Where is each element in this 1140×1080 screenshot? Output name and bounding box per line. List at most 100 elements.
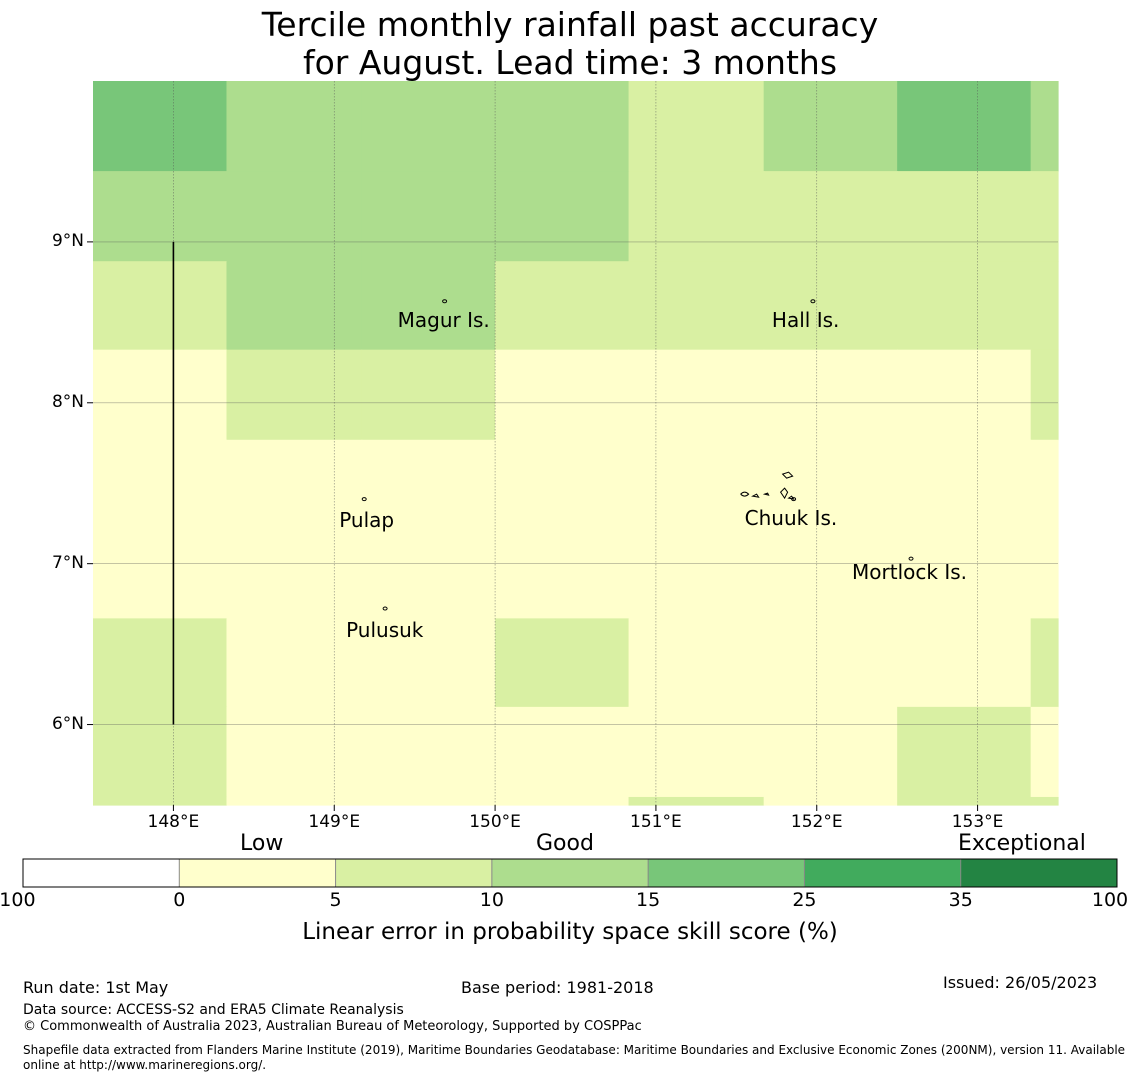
skill-cell (495, 707, 629, 798)
skill-cell (495, 350, 629, 441)
skill-cell (1031, 261, 1059, 350)
skill-cell (362, 350, 496, 441)
skill-cell (629, 261, 765, 350)
place-label: Mortlock Is. (852, 560, 967, 584)
skill-cell (897, 171, 1031, 262)
skill-cell (93, 261, 227, 350)
skill-cell (764, 171, 898, 262)
skill-cell (495, 261, 629, 350)
skill-cell (226, 797, 362, 806)
shapefile-credit: Shapefile data extracted from Flanders M… (23, 1043, 1133, 1073)
skill-cell (362, 528, 496, 619)
skill-cell (897, 81, 1031, 172)
skill-cell (1031, 81, 1059, 172)
colorbar-tick-label: 100 (1080, 889, 1140, 911)
skill-cell (495, 81, 629, 172)
base-period: Base period: 1981-2018 (461, 978, 654, 997)
category-exceptional-label: Exceptional (958, 831, 1086, 856)
skill-cell (764, 261, 898, 350)
skill-cell (1031, 171, 1059, 262)
skill-cell (226, 350, 362, 441)
skill-cell (897, 618, 1031, 707)
skill-cell (226, 528, 362, 619)
lon-tick-label: 152°E (777, 812, 857, 832)
skill-cell (93, 440, 227, 529)
skill-cell (495, 440, 629, 529)
rainfall-skill-map (0, 0, 1140, 1080)
colorbar-tick-label: 25 (774, 889, 834, 911)
lon-tick-label: 148°E (133, 812, 213, 832)
lat-tick-label: 8°N (20, 392, 84, 412)
colorbar-tick-label: 35 (931, 889, 991, 911)
colorbar-tick-label: -100 (0, 889, 44, 911)
skill-cell (764, 707, 898, 798)
skill-cell (897, 440, 1031, 529)
colorbar-segment (179, 859, 335, 887)
skill-cell (629, 618, 765, 707)
lon-tick-label: 150°E (455, 812, 535, 832)
colorbar-segment (336, 859, 492, 887)
skill-cell (897, 707, 1031, 798)
skill-cell (764, 797, 898, 806)
colorbar-label: Linear error in probability space skill … (0, 919, 1140, 945)
place-label: Hall Is. (772, 308, 839, 332)
lon-tick-label: 151°E (616, 812, 696, 832)
skill-cell (93, 618, 227, 707)
lon-tick-label: 149°E (294, 812, 374, 832)
category-good-label: Good (536, 831, 594, 856)
skill-cell (362, 171, 496, 262)
skill-cell (93, 707, 227, 798)
skill-cell (226, 618, 362, 707)
category-low-label: Low (240, 831, 283, 856)
place-label: Pulusuk (346, 618, 423, 642)
skill-cell (764, 350, 898, 441)
skill-cell (93, 171, 227, 262)
colorbar-tick-label: 10 (462, 889, 522, 911)
skill-cell (629, 528, 765, 619)
colorbar-tick-label: 0 (149, 889, 209, 911)
run-date: Run date: 1st May (23, 978, 168, 997)
colorbar-segment (23, 859, 179, 887)
colorbar-segment (648, 859, 804, 887)
skill-cell (629, 707, 765, 798)
colorbar-tick-label: 15 (618, 889, 678, 911)
skill-cell (1031, 440, 1059, 529)
skill-cell (629, 350, 765, 441)
colorbar-segment (492, 859, 648, 887)
skill-cell (226, 81, 362, 172)
skill-cell (1031, 350, 1059, 441)
skill-cell (93, 81, 227, 172)
lon-tick-label: 153°E (938, 812, 1018, 832)
skill-cell (226, 171, 362, 262)
lat-tick-label: 7°N (20, 553, 84, 573)
skill-cell (226, 707, 362, 798)
skill-cell (897, 350, 1031, 441)
lat-tick-label: 9°N (20, 231, 84, 251)
skill-cell (897, 261, 1031, 350)
skill-cell (495, 171, 629, 262)
place-label: Magur Is. (398, 308, 490, 332)
skill-cell (495, 528, 629, 619)
skill-cell (93, 528, 227, 619)
skill-cell (1031, 618, 1059, 707)
skill-cell (362, 707, 496, 798)
skill-cell (495, 797, 629, 806)
skill-cell (362, 261, 496, 350)
skill-cell (764, 81, 898, 172)
skill-cell (629, 171, 765, 262)
skill-cell (629, 797, 765, 806)
skill-cell (495, 618, 629, 707)
skill-grid-cells (93, 81, 1059, 806)
lat-tick-label: 6°N (20, 714, 84, 734)
colorbar-tick-label: 5 (306, 889, 366, 911)
skill-cell (362, 81, 496, 172)
skill-cell (897, 797, 1031, 806)
issued-date: Issued: 26/05/2023 (943, 973, 1097, 992)
skill-cell (93, 797, 227, 806)
skill-cell (1031, 528, 1059, 619)
colorbar-segment (804, 859, 960, 887)
skill-cell (629, 81, 765, 172)
skill-cell (93, 350, 227, 441)
place-label: Chuuk Is. (745, 506, 838, 530)
skill-cell (1031, 797, 1059, 806)
